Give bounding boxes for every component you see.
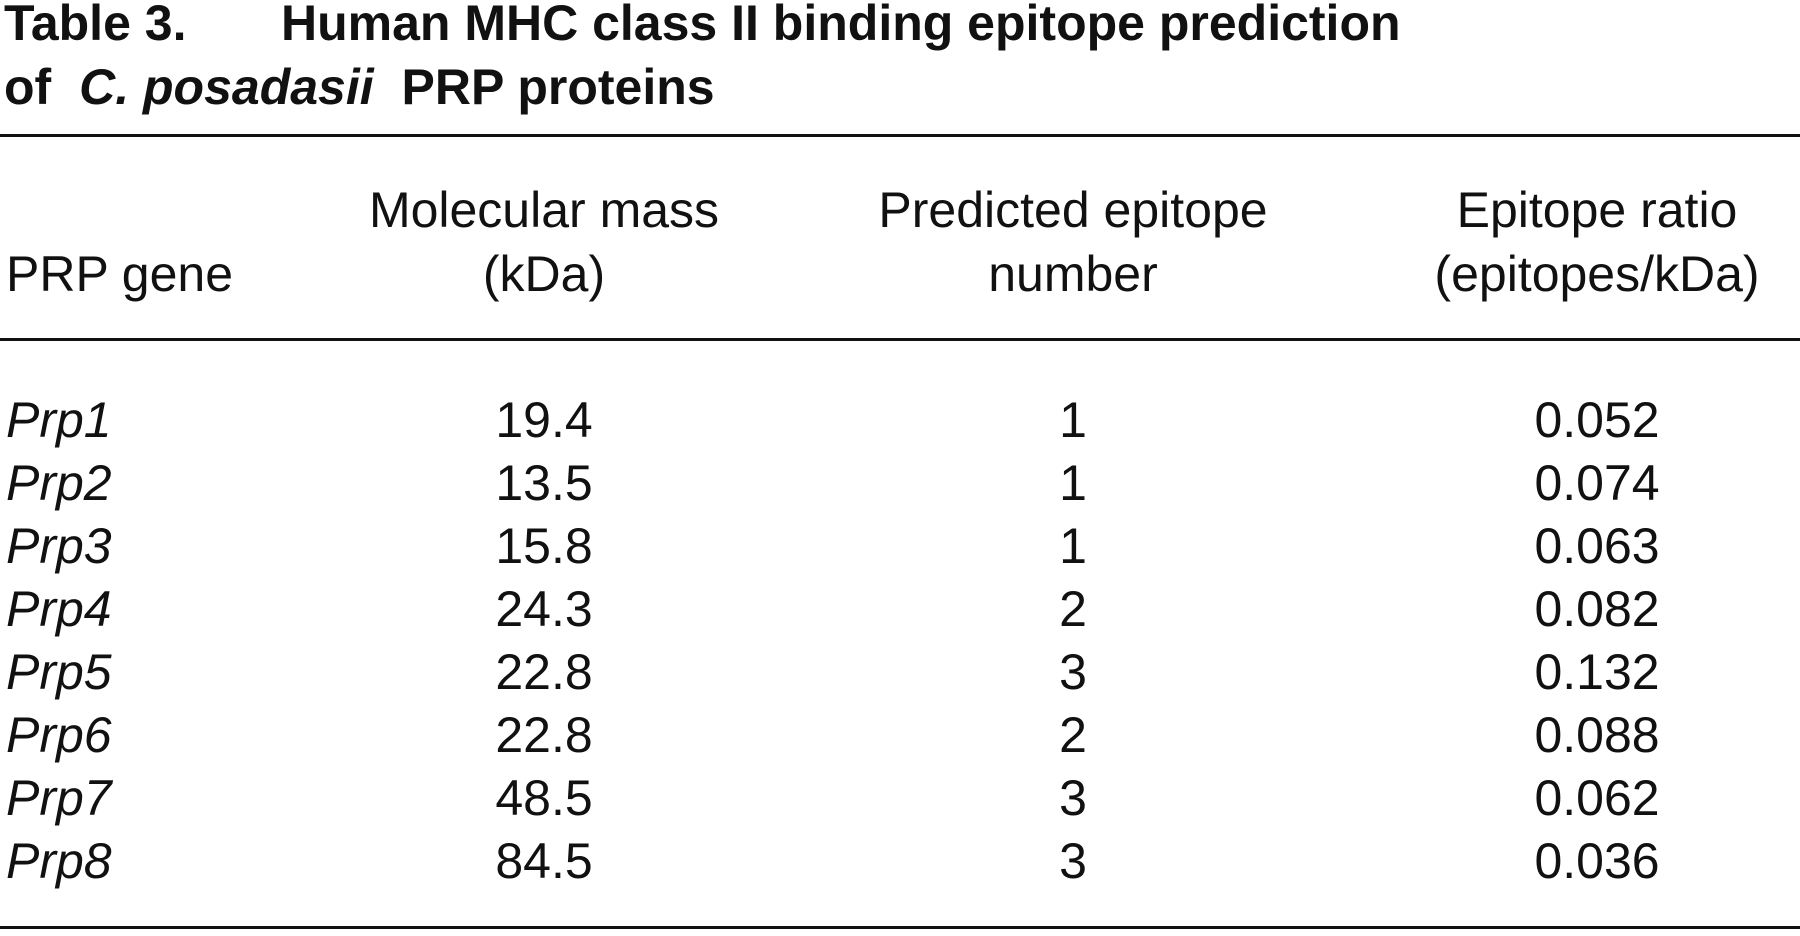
caption-line: Table 3. Human MHC class II binding epit…: [4, 0, 1401, 51]
value-cell: 2: [1059, 581, 1087, 637]
value-cell: 84.5: [495, 833, 592, 889]
column-header: Molecular mass: [369, 182, 719, 238]
gene-cell: Prp8: [6, 833, 112, 889]
value-cell: 15.8: [495, 518, 592, 574]
gene-cell: Prp1: [6, 392, 112, 448]
value-cell: 22.8: [495, 644, 592, 700]
value-cell: 13.5: [495, 455, 592, 511]
value-cell: 0.082: [1534, 581, 1659, 637]
caption-title: of: [4, 59, 52, 115]
column-header: (kDa): [483, 246, 605, 302]
value-cell: 24.3: [495, 581, 592, 637]
bottom-rule: [0, 926, 1800, 929]
gene-cell: Prp5: [6, 644, 112, 700]
value-cell: 0.074: [1534, 455, 1659, 511]
gene-cell: Prp6: [6, 707, 112, 763]
value-cell: 0.036: [1534, 833, 1659, 889]
value-cell: 0.052: [1534, 392, 1659, 448]
caption-title: Human MHC class II binding epitope predi…: [281, 0, 1401, 51]
gene-cell: Prp2: [6, 455, 112, 511]
value-cell: 3: [1059, 833, 1087, 889]
value-cell: 1: [1059, 392, 1087, 448]
value-cell: 0.063: [1534, 518, 1659, 574]
value-cell: 22.8: [495, 707, 592, 763]
value-cell: 0.132: [1534, 644, 1659, 700]
value-cell: 1: [1059, 518, 1087, 574]
column-header: Epitope ratio: [1457, 182, 1738, 238]
column-header: PRP gene: [6, 246, 233, 302]
value-cell: 1: [1059, 455, 1087, 511]
value-cell: 0.062: [1534, 770, 1659, 826]
gene-cell: Prp4: [6, 581, 112, 637]
caption-species: C. posadasii: [79, 59, 375, 115]
column-header: (epitopes/kDa): [1434, 246, 1759, 302]
value-cell: 48.5: [495, 770, 592, 826]
caption-line: of C. posadasii PRP proteins: [4, 59, 715, 115]
value-cell: 3: [1059, 770, 1087, 826]
header-rule: [0, 338, 1800, 341]
column-header: Predicted epitope: [878, 182, 1267, 238]
caption-title: PRP proteins: [402, 59, 715, 115]
gene-cell: Prp3: [6, 518, 112, 574]
column-header: number: [988, 246, 1158, 302]
value-cell: 0.088: [1534, 707, 1659, 763]
value-cell: 2: [1059, 707, 1087, 763]
value-cell: 19.4: [495, 392, 592, 448]
caption-label: Table 3.: [4, 0, 186, 51]
value-cell: 3: [1059, 644, 1087, 700]
gene-cell: Prp7: [6, 770, 114, 826]
top-rule: [0, 134, 1800, 137]
